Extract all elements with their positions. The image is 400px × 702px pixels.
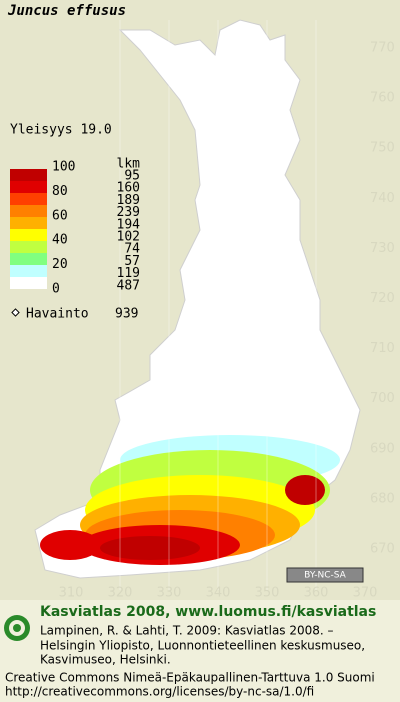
legend-count: 102 bbox=[117, 230, 140, 245]
x-grid-label: 310 bbox=[59, 586, 84, 601]
license-badge-text: BY-NC-SA bbox=[304, 571, 347, 581]
legend-swatch bbox=[10, 241, 47, 253]
citation: Helsingin Yliopisto, Luonnontieteellinen… bbox=[40, 639, 365, 653]
grid-lines bbox=[119, 20, 317, 590]
citation: Kasvimuseo, Helsinki. bbox=[40, 653, 171, 667]
y-grid-label: 740 bbox=[370, 191, 395, 206]
y-grid-label: 730 bbox=[370, 241, 395, 256]
legend-count: 119 bbox=[117, 266, 140, 281]
legend-swatch bbox=[10, 265, 47, 277]
x-grid-label: 340 bbox=[206, 586, 231, 601]
legend-swatch bbox=[10, 217, 47, 229]
legend-count: 194 bbox=[117, 217, 141, 232]
footer-heading: Kasviatlas 2008, www.luomus.fi/kasviatla… bbox=[40, 604, 376, 620]
y-grid-label: 750 bbox=[370, 141, 395, 156]
legend-scale-label: 20 bbox=[52, 257, 68, 272]
y-grid-label: 760 bbox=[370, 91, 395, 106]
x-grid-label: 370 bbox=[353, 586, 378, 601]
citation: Lampinen, R. & Lahti, T. 2009: Kasviatla… bbox=[40, 624, 334, 638]
species-name: Juncus effusus bbox=[7, 3, 126, 19]
x-grid-label: 330 bbox=[157, 586, 182, 601]
observation-label: Havainto bbox=[26, 307, 89, 322]
y-grid-label: 690 bbox=[370, 441, 395, 456]
legend-count: 74 bbox=[124, 242, 140, 257]
observation-count: 939 bbox=[115, 307, 138, 322]
y-grid-label: 680 bbox=[370, 491, 395, 506]
count-header: lkm bbox=[117, 157, 141, 172]
license: Creative Commons Nimeä-Epäkaupallinen-Ta… bbox=[5, 671, 375, 685]
legend-scale-label: 0 bbox=[52, 282, 60, 297]
legend-count: 160 bbox=[117, 181, 140, 196]
y-grid-label: 710 bbox=[370, 341, 395, 356]
abundance-areas bbox=[40, 435, 340, 565]
x-grid-label: 320 bbox=[108, 586, 133, 601]
legend-swatch bbox=[10, 229, 47, 241]
legend-swatch bbox=[10, 169, 47, 181]
legend-count: 57 bbox=[124, 254, 140, 269]
license-url: http://creativecommons.org/licenses/by-n… bbox=[5, 685, 314, 699]
x-grid-label: 360 bbox=[304, 586, 329, 601]
x-grid-label: 350 bbox=[255, 586, 280, 601]
logo bbox=[4, 615, 30, 641]
y-grid-label: 770 bbox=[370, 41, 395, 56]
legend-count: 487 bbox=[117, 278, 140, 293]
license-badge bbox=[286, 567, 364, 583]
legend-count: 189 bbox=[117, 193, 140, 208]
legend-scale-label: 40 bbox=[52, 233, 68, 248]
y-grid-label: 720 bbox=[370, 291, 395, 306]
frequency: Yleisyys 19.0 bbox=[10, 123, 112, 138]
legend-swatch bbox=[10, 181, 47, 193]
legend-scale-label: 100 bbox=[52, 160, 75, 175]
legend-count: 239 bbox=[117, 205, 140, 220]
legend-scale-label: 60 bbox=[52, 208, 68, 223]
legend-count: 95 bbox=[124, 169, 140, 184]
legend-swatch bbox=[10, 253, 47, 265]
y-grid-label: 700 bbox=[370, 391, 395, 406]
legend-swatch bbox=[10, 193, 47, 205]
observation-marker bbox=[11, 308, 20, 317]
y-grid-label: 670 bbox=[370, 542, 395, 557]
legend-swatch bbox=[10, 205, 47, 217]
legend-swatch bbox=[10, 277, 47, 289]
legend-scale-label: 80 bbox=[52, 184, 68, 199]
